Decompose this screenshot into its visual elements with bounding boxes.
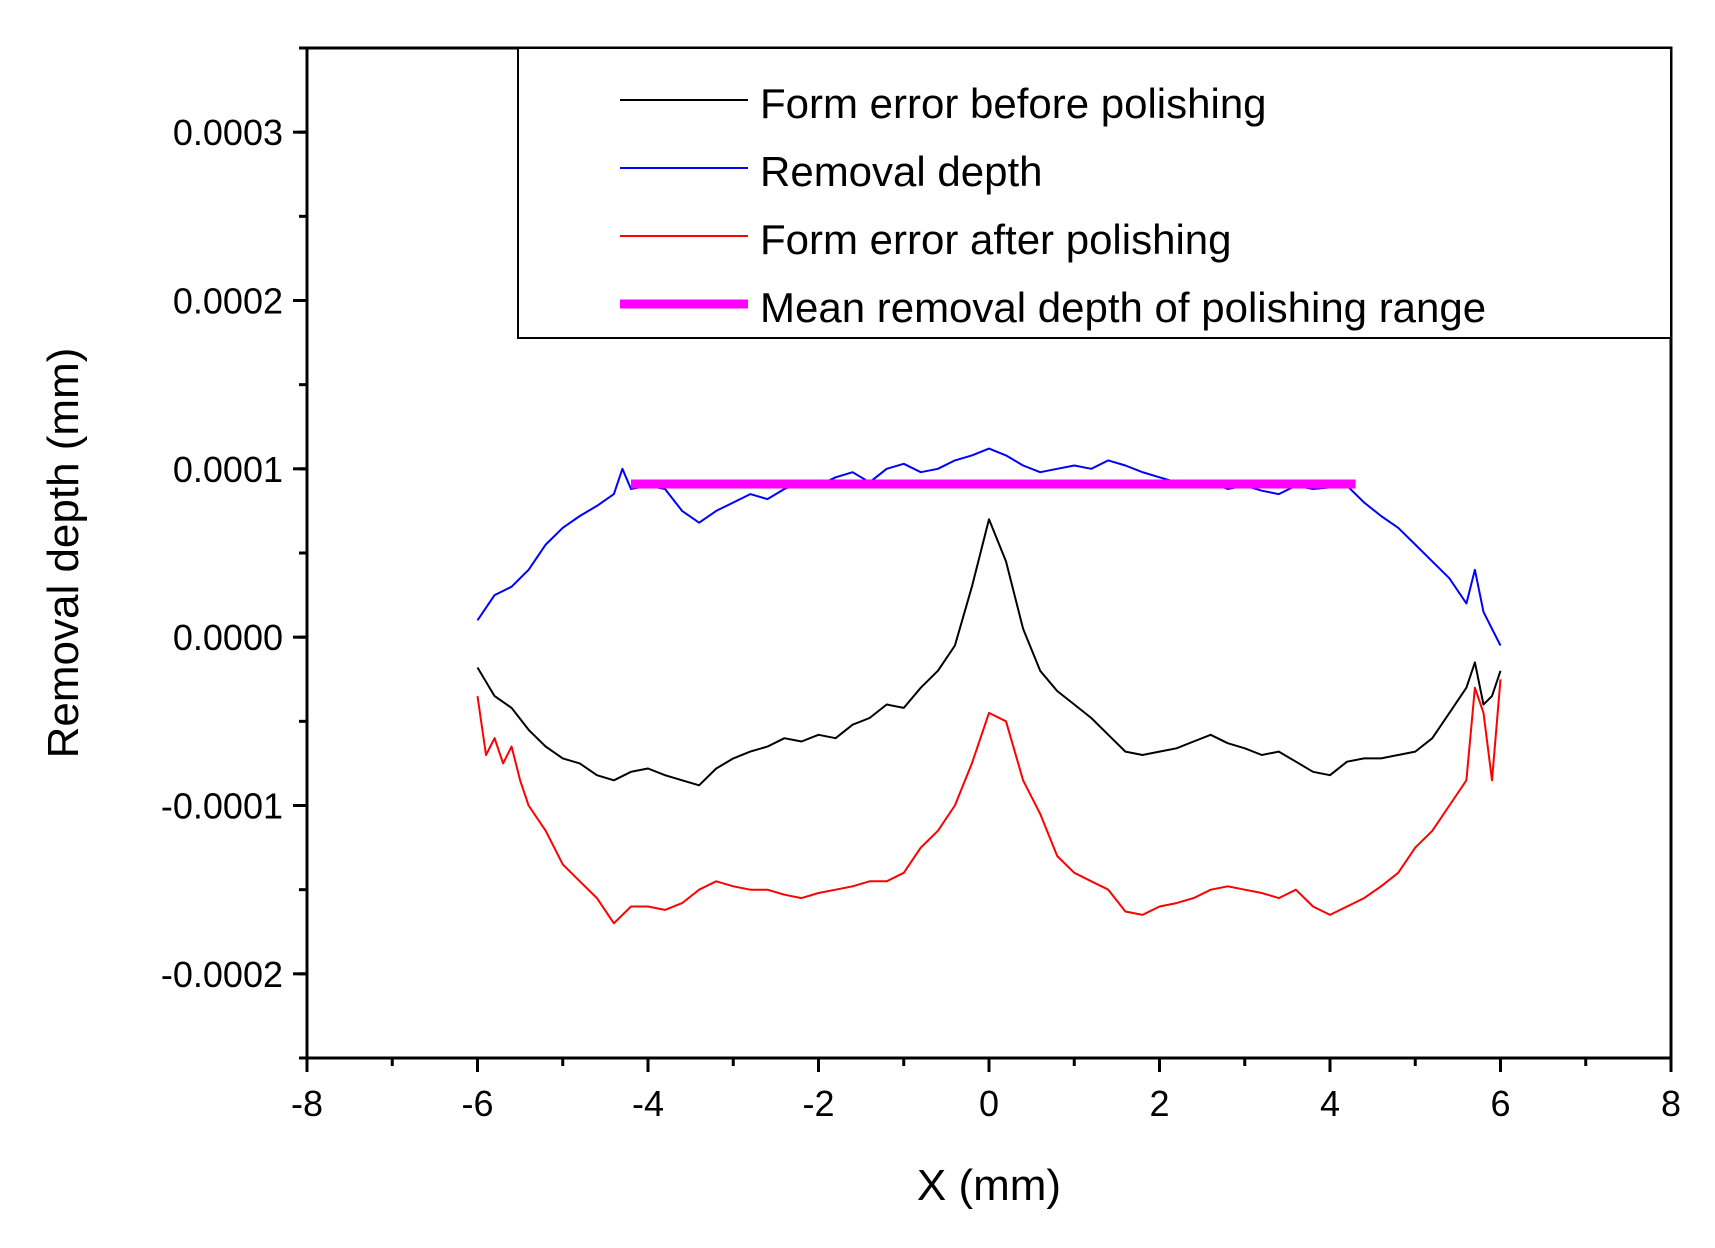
x-tick-label: -4 bbox=[632, 1083, 664, 1124]
series-line-form-error-before bbox=[476, 518, 1502, 787]
x-tick-label: 4 bbox=[1320, 1083, 1340, 1124]
y-tick-label: 0.0002 bbox=[173, 281, 283, 322]
legend: Form error before polishing Removal dept… bbox=[517, 47, 1672, 339]
legend-label-removal: Removal depth bbox=[760, 148, 1043, 195]
y-tick-label: -0.0001 bbox=[161, 786, 283, 827]
x-tick-label: -2 bbox=[802, 1083, 834, 1124]
legend-label-mean: Mean removal depth of polishing range bbox=[760, 284, 1486, 331]
x-tick-label: 0 bbox=[979, 1083, 999, 1124]
y-tick-label: -0.0002 bbox=[161, 954, 283, 995]
x-tick-label: 6 bbox=[1490, 1083, 1510, 1124]
series-line-form-error-after bbox=[476, 679, 1502, 925]
y-tick-label: 0.0003 bbox=[173, 112, 283, 153]
x-tick-label: 8 bbox=[1661, 1083, 1681, 1124]
series-group bbox=[476, 447, 1502, 925]
x-tick-label: 2 bbox=[1149, 1083, 1169, 1124]
ticks-group: -8 -6 -4 -2 0 2 4 6 8 -0.0002 -0.0001 0.0000 0.0001 0… bbox=[161, 46, 1681, 1124]
legend-label-before: Form error before polishing bbox=[760, 80, 1267, 127]
y-tick-label: 0.0001 bbox=[173, 449, 283, 490]
x-tick-label: -8 bbox=[291, 1083, 323, 1124]
y-tick-label: 0.0000 bbox=[173, 617, 283, 658]
x-tick-label: -6 bbox=[461, 1083, 493, 1124]
y-axis-title: Removal depth (mm) bbox=[39, 348, 88, 759]
x-axis-title: X (mm) bbox=[917, 1161, 1061, 1210]
legend-label-after: Form error after polishing bbox=[760, 216, 1232, 263]
legend-box bbox=[517, 47, 1672, 339]
